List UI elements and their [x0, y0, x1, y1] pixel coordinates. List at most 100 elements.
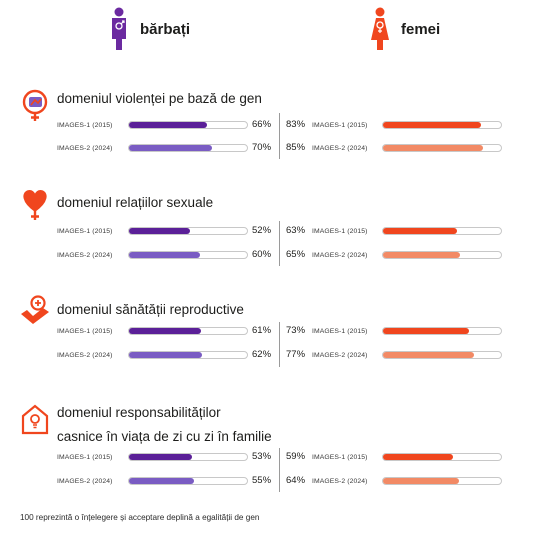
bar: [383, 352, 474, 358]
bar-row: IMAGES-1 (2015) 53%: [0, 451, 540, 465]
bar: [383, 228, 458, 234]
bar: [383, 328, 470, 334]
bar-row: IMAGES-1 (2015) 63%: [0, 225, 540, 239]
reproductive-health-icon: [21, 295, 49, 324]
men-header: bărbați: [108, 6, 190, 52]
series-label: IMAGES-2 (2024): [312, 145, 368, 152]
data-label: 83%: [286, 119, 306, 130]
bar: [383, 478, 459, 484]
series-label: IMAGES-2 (2024): [312, 478, 368, 485]
bar-row: IMAGES-1 (2015) 61%: [0, 325, 540, 339]
bar-row: IMAGES-2 (2024) 55%: [0, 475, 540, 489]
bar-row: IMAGES-2 (2024) 77%: [0, 349, 540, 363]
section-title: domeniul sănătății reproductive: [57, 302, 244, 317]
bar-row: IMAGES-2 (2024) 85%: [0, 142, 540, 156]
bar-row: IMAGES-1 (2015) 83%: [0, 119, 540, 133]
section-title: domeniul relațiilor sexuale: [57, 195, 214, 210]
series-label: IMAGES-2 (2024): [57, 252, 113, 259]
bar: [383, 454, 453, 460]
section-title: domeniul violenței pe bază de gen: [57, 91, 262, 106]
series-label: IMAGES-2 (2024): [57, 145, 113, 152]
bar-track: [382, 327, 502, 335]
bar-row: IMAGES-1 (2015) 66%: [0, 119, 540, 133]
bar-track: [382, 251, 502, 259]
bar-track: [128, 453, 248, 461]
bar: [129, 352, 203, 358]
data-label: 60%: [252, 249, 272, 260]
female-person-icon: [371, 7, 389, 50]
gender-violence-icon: [22, 89, 48, 121]
series-label: IMAGES-2 (2024): [312, 252, 368, 259]
data-label: 73%: [286, 325, 306, 336]
bar-track: [128, 144, 248, 152]
series-label: IMAGES-1 (2015): [57, 228, 113, 235]
data-label: 59%: [286, 451, 306, 462]
male-person-icon: [112, 7, 126, 50]
heart-icon: [23, 190, 47, 220]
series-label: IMAGES-1 (2015): [312, 122, 368, 129]
data-label: 53%: [252, 451, 272, 462]
data-label: 64%: [286, 475, 306, 486]
section-title: casnice în viața de zi cu zi în familie: [57, 429, 272, 444]
bar-track: [128, 227, 248, 235]
bar: [129, 145, 212, 151]
bar: [129, 252, 200, 258]
data-label: 62%: [252, 349, 272, 360]
bar-row: IMAGES-2 (2024) 64%: [0, 475, 540, 489]
divider: [279, 113, 280, 159]
bar-row: IMAGES-2 (2024) 65%: [0, 249, 540, 263]
series-label: IMAGES-1 (2015): [57, 454, 113, 461]
data-label: 77%: [286, 349, 306, 360]
bar: [383, 122, 481, 128]
bar: [129, 454, 192, 460]
women-label: femei: [401, 20, 441, 38]
divider: [279, 322, 280, 367]
data-label: 63%: [286, 225, 306, 236]
bar: [129, 328, 201, 334]
data-label: 52%: [252, 225, 272, 236]
bar: [383, 252, 460, 258]
bar-track: [382, 144, 502, 152]
household-icon: [21, 404, 49, 435]
data-label: 55%: [252, 475, 272, 486]
bar-track: [128, 121, 248, 129]
bar-track: [382, 453, 502, 461]
bar-track: [382, 477, 502, 485]
data-label: 70%: [252, 142, 272, 153]
bar-row: IMAGES-1 (2015) 73%: [0, 325, 540, 339]
data-label: 66%: [252, 119, 272, 130]
bar: [383, 145, 484, 151]
bar-row: IMAGES-2 (2024) 70%: [0, 142, 540, 156]
data-label: 85%: [286, 142, 306, 153]
series-label: IMAGES-1 (2015): [312, 328, 368, 335]
series-label: IMAGES-2 (2024): [312, 352, 368, 359]
series-label: IMAGES-1 (2015): [312, 454, 368, 461]
bar-track: [128, 327, 248, 335]
bar-track: [128, 477, 248, 485]
bar: [129, 122, 207, 128]
bar-row: IMAGES-1 (2015) 59%: [0, 451, 540, 465]
data-label: 61%: [252, 325, 272, 336]
series-label: IMAGES-2 (2024): [57, 352, 113, 359]
section-title: domeniul responsabilităților: [57, 405, 221, 420]
bar-track: [128, 251, 248, 259]
bar-track: [382, 121, 502, 129]
series-label: IMAGES-1 (2015): [57, 328, 113, 335]
bar-track: [128, 351, 248, 359]
bar: [129, 478, 194, 484]
series-label: IMAGES-2 (2024): [57, 478, 113, 485]
bar-row: IMAGES-1 (2015) 52%: [0, 225, 540, 239]
women-header: femei: [369, 6, 440, 52]
bar-row: IMAGES-2 (2024) 60%: [0, 249, 540, 263]
divider: [279, 448, 280, 492]
series-label: IMAGES-1 (2015): [57, 122, 113, 129]
bar: [129, 228, 191, 234]
bar-track: [382, 351, 502, 359]
divider: [279, 221, 280, 266]
series-label: IMAGES-1 (2015): [312, 228, 368, 235]
bar-row: IMAGES-2 (2024) 62%: [0, 349, 540, 363]
footnote: 100 reprezintă o înțelegere și acceptare…: [20, 513, 260, 522]
bar-track: [382, 227, 502, 235]
men-label: bărbați: [140, 20, 191, 38]
data-label: 65%: [286, 249, 306, 260]
